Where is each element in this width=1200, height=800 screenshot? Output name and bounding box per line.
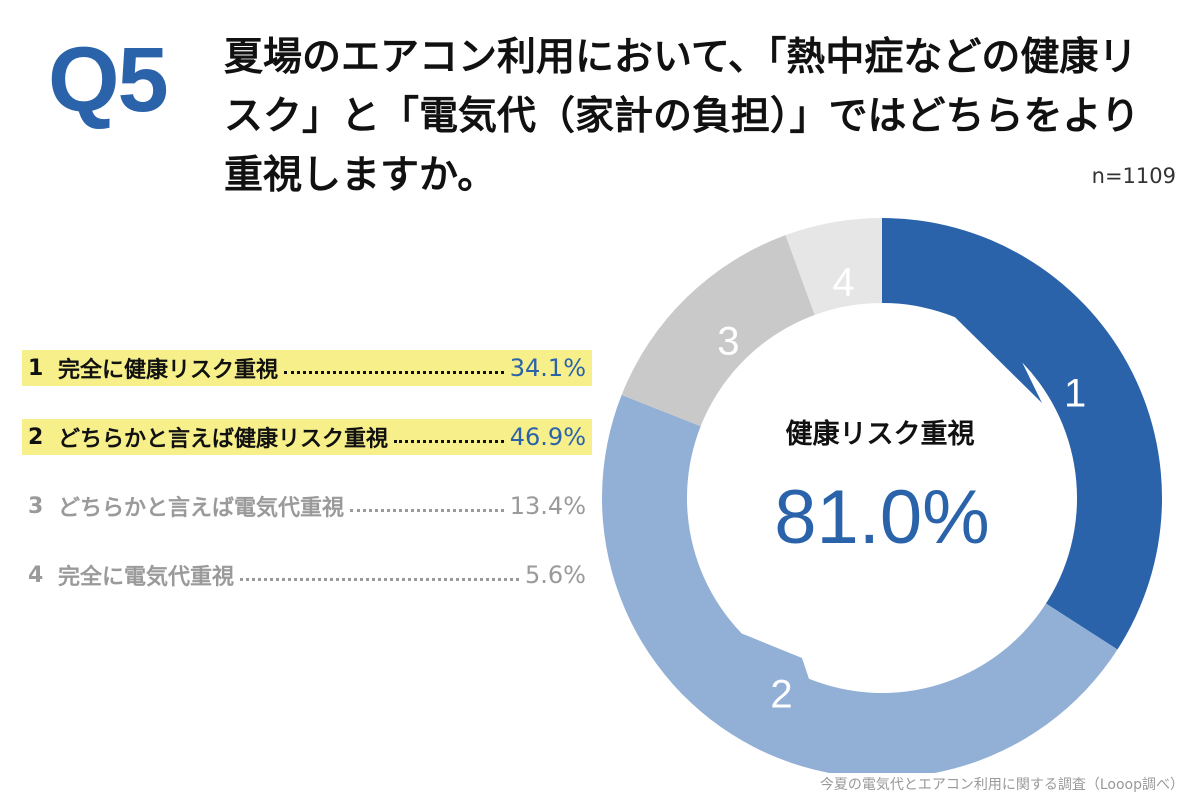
leader-dots xyxy=(394,439,504,443)
leader-dots xyxy=(350,508,504,512)
callout-bubble xyxy=(687,303,1077,693)
leader-dots xyxy=(240,577,520,581)
legend-item-2: 2 どちらかと言えば健康リスク重視 46.9% xyxy=(22,419,592,455)
legend-item-label: どちらかと言えば健康リスク重視 xyxy=(58,427,389,452)
legend-item-number: 2 xyxy=(28,424,44,450)
legend-item-number: 4 xyxy=(28,562,44,588)
leader-dots xyxy=(284,370,504,374)
legend-item-label: 完全に健康リスク重視 xyxy=(58,358,279,383)
slice-label-4: 4 xyxy=(832,260,854,304)
legend-item-number: 1 xyxy=(28,355,44,381)
legend-item-value: 46.9% xyxy=(509,423,586,451)
callout-label: 健康リスク重視 xyxy=(786,418,975,450)
slice-label-3: 3 xyxy=(717,319,739,363)
slice-label-2: 2 xyxy=(770,673,792,717)
legend-item-value: 34.1% xyxy=(509,354,586,382)
legend-item-label: どちらかと言えば電気代重視 xyxy=(58,496,345,521)
callout-value: 81.0% xyxy=(774,475,990,560)
legend-item-4: 4 完全に電気代重視 5.6% xyxy=(22,557,592,593)
legend-item-number: 3 xyxy=(28,493,44,519)
legend-item-1: 1 完全に健康リスク重視 34.1% xyxy=(22,350,592,386)
slice-label-1: 1 xyxy=(1064,372,1086,416)
question-text: 夏場のエアコン利用において、「熱中症などの健康リスク」と「電気代（家計の負担）」… xyxy=(224,35,1140,198)
donut-chart: 1 2 3 4 健康リスク重視 81.0% xyxy=(602,218,1162,773)
source-note: 今夏の電気代とエアコン利用に関する調査（Looop調べ） xyxy=(819,777,1184,793)
legend-item-3: 3 どちらかと言えば電気代重視 13.4% xyxy=(22,488,592,524)
donut-slice-3 xyxy=(621,235,831,443)
legend-item-value: 5.6% xyxy=(525,561,586,589)
question-number: Q5 xyxy=(48,29,169,131)
sample-size: n=1109 xyxy=(1091,164,1176,188)
legend: 1 完全に健康リスク重視 34.1% 2 どちらかと言えば健康リスク重視 46.… xyxy=(22,350,592,626)
legend-item-label: 完全に電気代重視 xyxy=(58,565,235,590)
legend-item-value: 13.4% xyxy=(509,492,586,520)
